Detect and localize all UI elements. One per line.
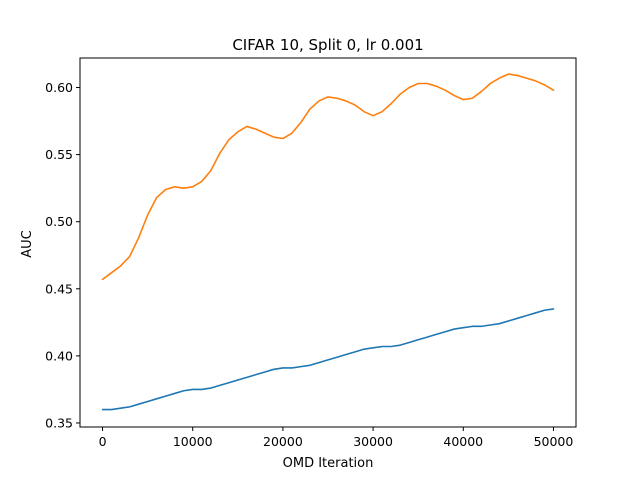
- chart-title: CIFAR 10, Split 0, lr 0.001: [232, 36, 423, 54]
- series-line-1: [101, 308, 555, 411]
- x-axis-label: OMD Iteration: [283, 456, 374, 471]
- y-tick-label: 0.60: [45, 80, 73, 95]
- x-tick-label: 40000: [443, 434, 483, 449]
- series-line-2: [101, 73, 555, 281]
- x-tick-label: 10000: [173, 434, 213, 449]
- y-tick-label: 0.40: [45, 348, 73, 363]
- y-tick-label: 0.35: [45, 415, 73, 430]
- ticks-layer: 0 10000 20000 30000 40000 50000 0.35 0.40 0.45 0.…: [45, 80, 573, 449]
- series-layer: [101, 73, 555, 411]
- x-tick-label: 20000: [263, 434, 303, 449]
- y-axis-label: AUC: [20, 230, 35, 258]
- y-tick-label: 0.55: [45, 147, 73, 162]
- x-tick-label: 50000: [534, 434, 574, 449]
- x-tick-label: 0: [99, 434, 107, 449]
- y-tick-label: 0.50: [45, 214, 73, 229]
- plot-frame: [79, 57, 577, 428]
- y-tick-label: 0.45: [45, 281, 73, 296]
- x-tick-label: 30000: [353, 434, 393, 449]
